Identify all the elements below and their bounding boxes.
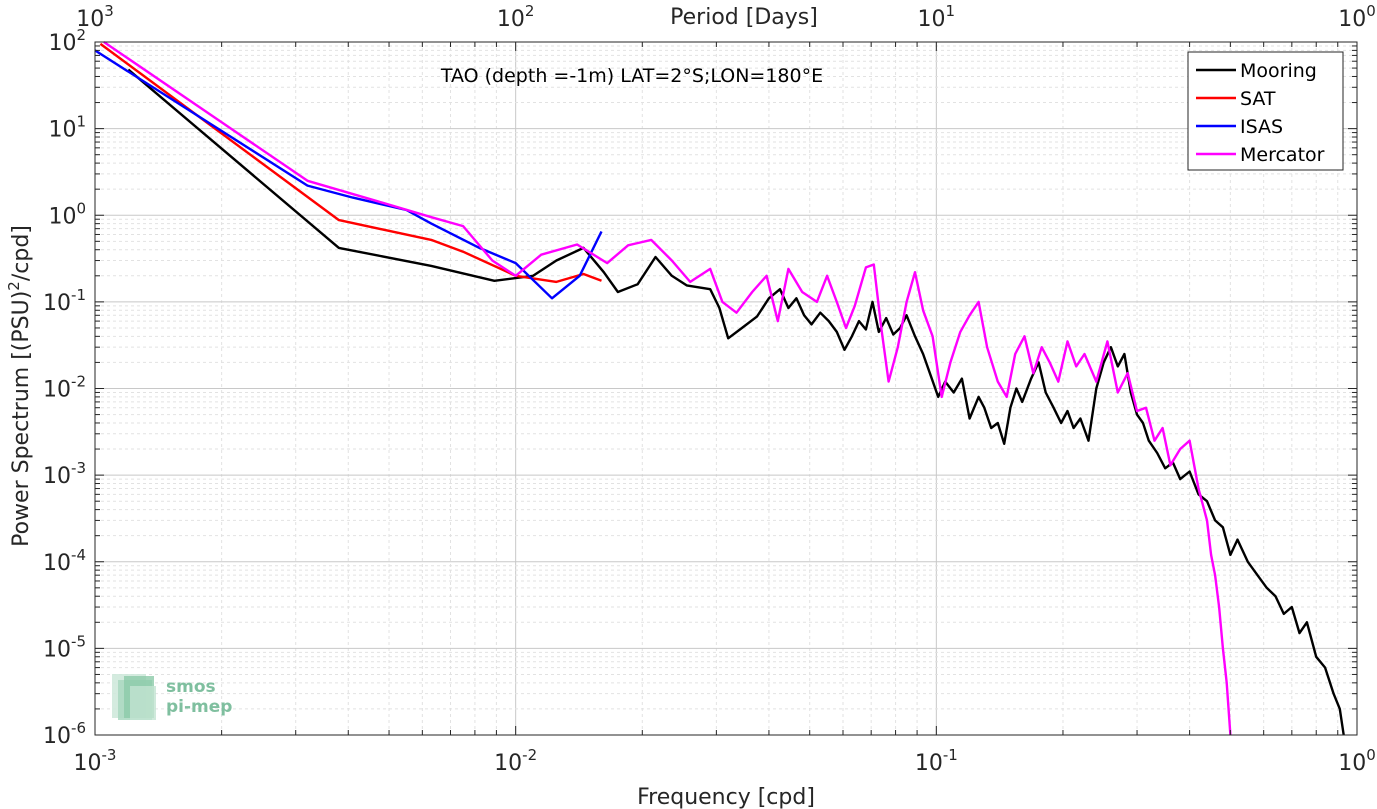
x-tick-label: 10-3 bbox=[74, 746, 117, 776]
y-tick-label: 101 bbox=[48, 113, 86, 143]
logo-layer-4 bbox=[130, 686, 156, 720]
chart-title: TAO (depth =-1m) LAT=2°S;LON=180°E bbox=[440, 65, 823, 87]
series-layer bbox=[94, 41, 1345, 736]
legend-label-sat: SAT bbox=[1240, 88, 1276, 110]
x-tick-label: 10-2 bbox=[494, 746, 537, 776]
legend-label-mooring: Mooring bbox=[1240, 60, 1317, 82]
y-tick-label-exp: 2 bbox=[76, 26, 86, 44]
y-tick-label-exp: -2 bbox=[71, 373, 86, 391]
top-tick-label-base: 10 bbox=[918, 7, 946, 32]
y-tick-label-exp: -3 bbox=[71, 459, 86, 477]
y-axis-label-main: Power Spectrum [(PSU) bbox=[9, 291, 34, 547]
y-tick-label-base: 10 bbox=[43, 724, 71, 749]
y-tick-label-base: 10 bbox=[43, 378, 71, 403]
y-tick-label-base: 10 bbox=[48, 204, 76, 229]
top-tick-label-exp: 2 bbox=[525, 2, 535, 20]
top-tick-label-exp: 3 bbox=[104, 2, 114, 20]
top-tick-label-exp: 0 bbox=[1366, 2, 1376, 20]
top-tick-label: 100 bbox=[1338, 2, 1376, 32]
x-axis-label: Frequency [cpd] bbox=[637, 785, 815, 809]
x-tick-label-exp: -2 bbox=[522, 746, 537, 764]
y-tick-label-exp: 0 bbox=[76, 199, 86, 217]
axis-ticks bbox=[94, 42, 1357, 736]
y-axis-label-exp: 2 bbox=[5, 281, 23, 291]
series-line-isas bbox=[94, 49, 603, 300]
y-tick-label: 10-6 bbox=[43, 719, 86, 749]
y-tick-label: 10-2 bbox=[43, 373, 86, 403]
series-line-mooring bbox=[127, 68, 1345, 736]
y-tick-label: 10-1 bbox=[43, 286, 86, 316]
x-tick-label-base: 10 bbox=[1338, 751, 1366, 776]
y-tick-label: 102 bbox=[48, 26, 86, 56]
legend-box bbox=[1187, 51, 1344, 171]
logo-text-pi-mep: pi-mep bbox=[166, 697, 232, 717]
y-tick-label-base: 10 bbox=[43, 551, 71, 576]
x-tick-label-exp: -1 bbox=[943, 746, 958, 764]
x-tick-label: 100 bbox=[1338, 746, 1376, 776]
y-tick-label: 10-4 bbox=[43, 546, 86, 576]
y-tick-label: 100 bbox=[48, 199, 86, 229]
x-tick-label-base: 10 bbox=[915, 751, 943, 776]
top-tick-label-base: 10 bbox=[497, 7, 525, 32]
y-tick-label-base: 10 bbox=[48, 31, 76, 56]
x-tick-label-base: 10 bbox=[74, 751, 102, 776]
y-axis-label: Power Spectrum [(PSU)2/cpd] bbox=[5, 225, 34, 547]
top-tick-label-exp: 1 bbox=[946, 2, 956, 20]
x-tick-label-exp: -3 bbox=[102, 746, 117, 764]
legend: Mooring SAT ISAS Mercator bbox=[1187, 51, 1344, 171]
top-tick-label-base: 10 bbox=[1338, 7, 1366, 32]
y-tick-label-exp: -5 bbox=[71, 632, 86, 650]
top-tick-label: 101 bbox=[918, 2, 956, 32]
y-tick-label: 10-3 bbox=[43, 459, 86, 489]
top-tick-label-base: 10 bbox=[76, 7, 104, 32]
series-line-mercator bbox=[103, 41, 1232, 736]
y-axis-label-tail: /cpd] bbox=[9, 225, 34, 281]
y-tick-label-base: 10 bbox=[43, 637, 71, 662]
y-tick-label: 10-5 bbox=[43, 632, 86, 662]
legend-label-isas: ISAS bbox=[1240, 116, 1283, 138]
y-tick-label-base: 10 bbox=[43, 291, 71, 316]
legend-label-mercator: Mercator bbox=[1240, 144, 1325, 166]
x-tick-label: 10-1 bbox=[915, 746, 958, 776]
y-tick-label-exp: 1 bbox=[76, 113, 86, 131]
y-tick-label-exp: -1 bbox=[71, 286, 86, 304]
y-tick-label-exp: -6 bbox=[71, 719, 86, 737]
top-axis-label: Period [Days] bbox=[670, 5, 818, 30]
y-tick-label-exp: -4 bbox=[71, 546, 86, 564]
x-tick-label-base: 10 bbox=[494, 751, 522, 776]
top-tick-label: 103 bbox=[76, 2, 114, 32]
smos-pi-mep-logo: smos pi-mep bbox=[112, 674, 232, 720]
logo-text-smos: smos bbox=[166, 677, 216, 697]
y-tick-label-base: 10 bbox=[48, 118, 76, 143]
top-tick-label: 102 bbox=[497, 2, 535, 32]
y-tick-label-base: 10 bbox=[43, 464, 71, 489]
x-tick-label-exp: 0 bbox=[1366, 746, 1376, 764]
